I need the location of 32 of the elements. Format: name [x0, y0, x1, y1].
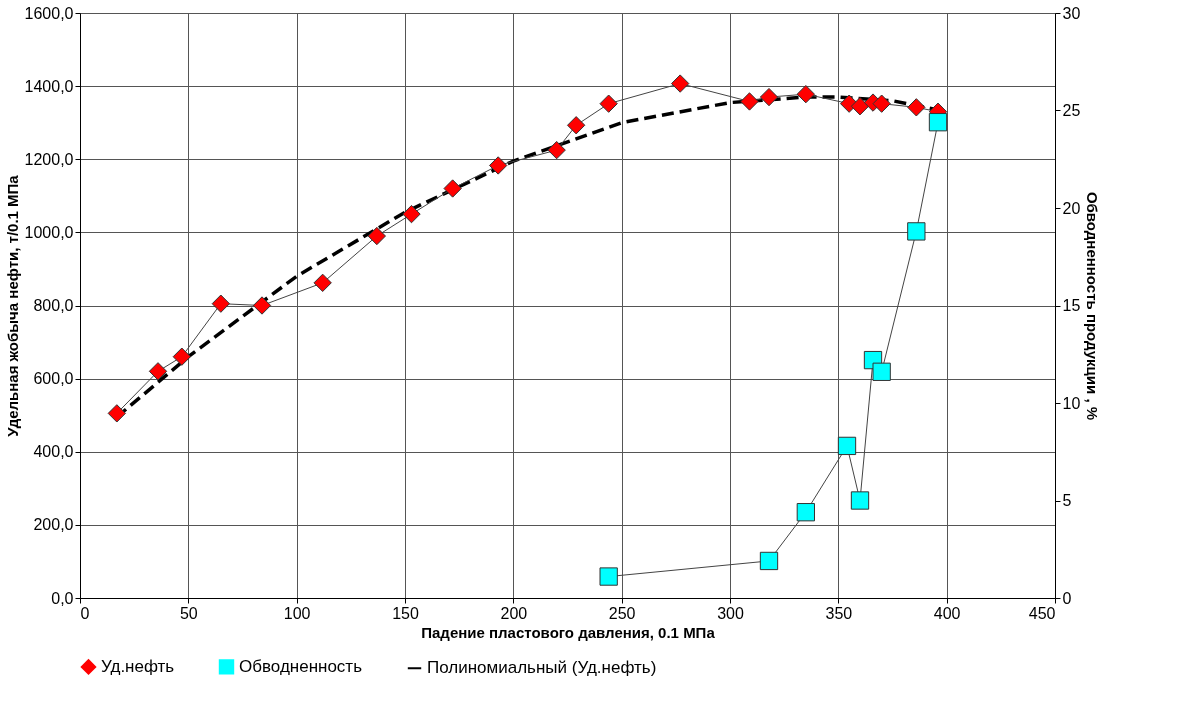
x-tick-label: 300: [717, 604, 744, 622]
y-tick-label: 600,0: [33, 370, 74, 388]
y2-tick-label: 25: [1062, 102, 1081, 119]
x-tick-label: 400: [933, 604, 961, 622]
y-axis-title: Удельная жобыча нефти, т/0.1 МПа: [3, 174, 21, 437]
x-tick-label: 200: [500, 604, 528, 622]
y2-tick-label: 0: [1062, 589, 1072, 607]
x-tick-label: 250: [608, 604, 636, 622]
y-tick-label: 1000,0: [24, 223, 74, 241]
x-tick-label: 150: [392, 604, 419, 622]
y-tick-label: 1600,0: [24, 4, 74, 22]
x-tick-label: 450: [1028, 604, 1056, 622]
y2-tick-label: 10: [1062, 394, 1081, 412]
legend-label: Обводненность: [239, 656, 363, 676]
x-tick-label: 0: [80, 604, 90, 622]
x-tick-label: 350: [825, 604, 853, 622]
x-tick-label: 100: [283, 604, 311, 622]
y-tick-label: 0,0: [51, 589, 74, 607]
y2-tick-label: 5: [1062, 492, 1072, 509]
y2-axis-title: Обводненность продукции , %: [1084, 191, 1102, 421]
y-tick-label: 800,0: [33, 297, 74, 314]
y2-tick-label: 15: [1062, 297, 1081, 314]
y2-tick-label: 30: [1062, 4, 1081, 22]
x-axis-title: Падение пластового давления, 0.1 МПа: [421, 623, 716, 641]
y2-tick-label: 20: [1062, 199, 1081, 217]
y-tick-label: 400,0: [33, 443, 74, 461]
y-tick-label: 1400,0: [24, 77, 74, 95]
y-tick-label: 200,0: [33, 516, 74, 534]
x-tick-label: 50: [179, 604, 198, 622]
y-tick-label: 1200,0: [24, 150, 74, 168]
legend-label: Полиномиальный (Уд.нефть): [427, 658, 657, 678]
legend-label: Уд.нефть: [101, 656, 175, 676]
